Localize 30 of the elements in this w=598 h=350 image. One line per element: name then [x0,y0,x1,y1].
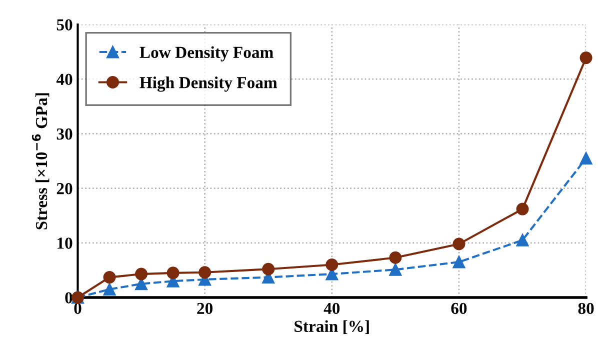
x-tick-label: 80 [578,302,594,314]
point [389,251,402,264]
point [580,152,592,165]
y-tick-label: 20 [56,183,72,194]
point [452,238,466,250]
point [389,263,402,276]
point [262,262,275,276]
point [135,268,148,280]
y-tick-label: 0 [65,292,72,304]
y-tick-label: 40 [56,74,72,86]
point [580,52,592,64]
y-axis-title: Stress [×10$^{−6}$ GPa] [32,93,50,230]
point [103,283,116,296]
point [103,271,116,284]
legend-label: High Density Foam [140,76,278,92]
point [516,234,529,246]
point [516,202,529,216]
y-tick-label: 10 [58,238,72,249]
point [326,258,338,271]
y-tick-label: 30 [56,128,72,140]
x-tick-label: 60 [451,302,467,314]
point [198,266,212,279]
point [166,266,180,280]
x-tick-label: 0 [74,302,82,314]
x-tick-label: 20 [197,302,213,314]
x-tick-label: 40 [324,302,340,314]
point [452,256,466,268]
x-axis-title: Strain [%] [294,320,369,334]
legend-label: Low Density Foam [140,46,274,62]
y-tick-label: 50 [56,19,72,30]
